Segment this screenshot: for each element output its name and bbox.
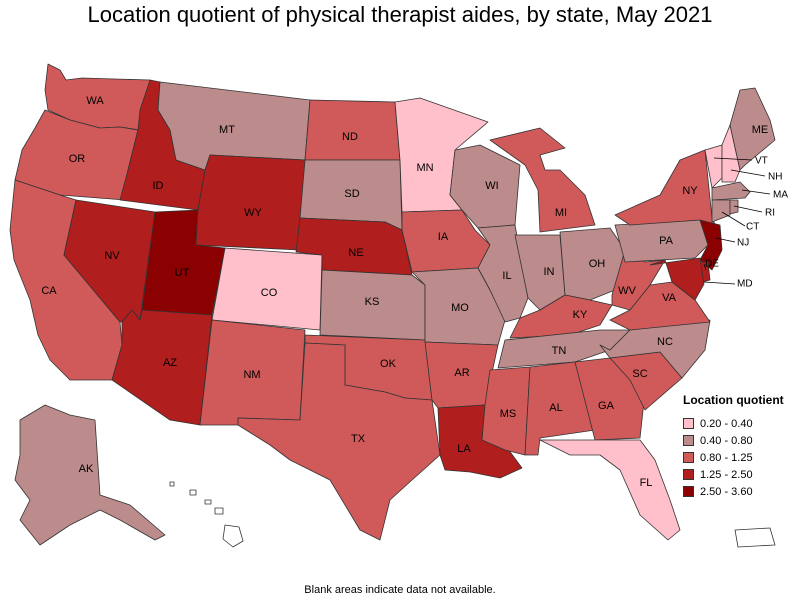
- legend-item: 0.80 - 1.25: [683, 449, 798, 466]
- legend-item: 1.25 - 2.50: [683, 466, 798, 483]
- label-MI: MI: [555, 207, 567, 219]
- state-MI[interactable]: [489, 127, 596, 233]
- legend-item: 2.50 - 3.60: [683, 483, 798, 500]
- leader-lines: [703, 157, 771, 285]
- state-labels: WA OR CA ID NV UT AZ MT WY CO NM ND SD N…: [41, 95, 768, 489]
- label-FL: FL: [640, 477, 653, 489]
- state-PR[interactable]: [734, 527, 776, 548]
- label-IA: IA: [438, 231, 449, 243]
- state-WY[interactable]: [195, 154, 306, 251]
- legend-item: 0.40 - 0.80: [683, 432, 798, 449]
- legend: Location quotient 0.20 - 0.40 0.40 - 0.8…: [683, 393, 798, 500]
- legend-item: 0.20 - 0.40: [683, 415, 798, 432]
- label-TN: TN: [552, 345, 567, 357]
- state-AK[interactable]: [14, 404, 166, 546]
- label-NE: NE: [348, 247, 363, 259]
- footnote: Blank areas indicate data not available.: [304, 584, 496, 596]
- label-KY: KY: [573, 309, 588, 321]
- map-title: Location quotient of physical therapist …: [87, 2, 713, 27]
- state-FL[interactable]: [539, 439, 681, 541]
- label-RI: RI: [765, 208, 775, 219]
- label-AZ: AZ: [163, 357, 177, 369]
- label-AK: AK: [79, 463, 94, 475]
- label-TX: TX: [351, 433, 366, 445]
- label-WY: WY: [244, 207, 262, 219]
- legend-swatch: [683, 418, 694, 429]
- label-NH: NH: [768, 172, 782, 183]
- state-NH[interactable]: [721, 124, 741, 183]
- state-TX[interactable]: [237, 342, 441, 541]
- label-ID: ID: [153, 180, 164, 192]
- label-OH: OH: [589, 258, 606, 270]
- legend-title: Location quotient: [683, 393, 784, 407]
- state-HI[interactable]: [169, 481, 244, 548]
- label-GA: GA: [598, 400, 615, 412]
- label-ND: ND: [342, 131, 358, 143]
- label-NV: NV: [104, 250, 120, 262]
- label-DE: DE: [705, 259, 719, 270]
- legend-swatch: [683, 435, 694, 446]
- legend-label: 0.40 - 0.80: [700, 434, 753, 447]
- label-VT: VT: [755, 156, 768, 167]
- label-WV: WV: [618, 285, 636, 297]
- label-CO: CO: [261, 287, 278, 299]
- label-OK: OK: [380, 358, 397, 370]
- label-UT: UT: [175, 267, 190, 279]
- label-WI: WI: [485, 180, 498, 192]
- label-IL: IL: [502, 270, 511, 282]
- label-LA: LA: [457, 443, 471, 455]
- label-VA: VA: [662, 292, 677, 304]
- state-ME[interactable]: [729, 87, 776, 171]
- label-KS: KS: [365, 296, 380, 308]
- state-CT[interactable]: [711, 199, 731, 223]
- label-MD: MD: [737, 279, 753, 290]
- state-MA[interactable]: [711, 181, 751, 201]
- label-NC: NC: [657, 336, 673, 348]
- legend-label: 2.50 - 3.60: [700, 485, 753, 498]
- state-NC[interactable]: [599, 319, 711, 379]
- state-GA[interactable]: [574, 357, 646, 441]
- label-NY: NY: [682, 185, 698, 197]
- label-ME: ME: [752, 124, 769, 136]
- label-NJ: NJ: [737, 238, 749, 249]
- legend-label: 0.80 - 1.25: [700, 451, 753, 464]
- label-MO: MO: [451, 302, 469, 314]
- state-NJ[interactable]: [699, 219, 723, 271]
- label-NM: NM: [243, 369, 260, 381]
- label-WA: WA: [86, 95, 104, 107]
- label-IN: IN: [544, 266, 555, 278]
- small-state-labels: VT NH MA RI CT NJ DE MD: [705, 156, 788, 290]
- label-SD: SD: [344, 188, 359, 200]
- legend-swatch: [683, 486, 694, 497]
- label-AR: AR: [454, 367, 469, 379]
- label-PA: PA: [659, 235, 674, 247]
- legend-label: 1.25 - 2.50: [700, 468, 753, 481]
- legend-label: 0.20 - 0.40: [700, 417, 753, 430]
- state-MD[interactable]: [649, 257, 705, 301]
- legend-swatch: [683, 469, 694, 480]
- label-SC: SC: [632, 368, 647, 380]
- label-MA: MA: [773, 190, 788, 201]
- label-OR: OR: [69, 153, 86, 165]
- label-CA: CA: [41, 285, 57, 297]
- label-MT: MT: [219, 124, 235, 136]
- label-CT: CT: [746, 222, 759, 233]
- label-MN: MN: [416, 162, 433, 174]
- legend-swatch: [683, 452, 694, 463]
- label-AL: AL: [549, 402, 562, 414]
- label-MS: MS: [500, 408, 517, 420]
- state-RI[interactable]: [729, 199, 739, 215]
